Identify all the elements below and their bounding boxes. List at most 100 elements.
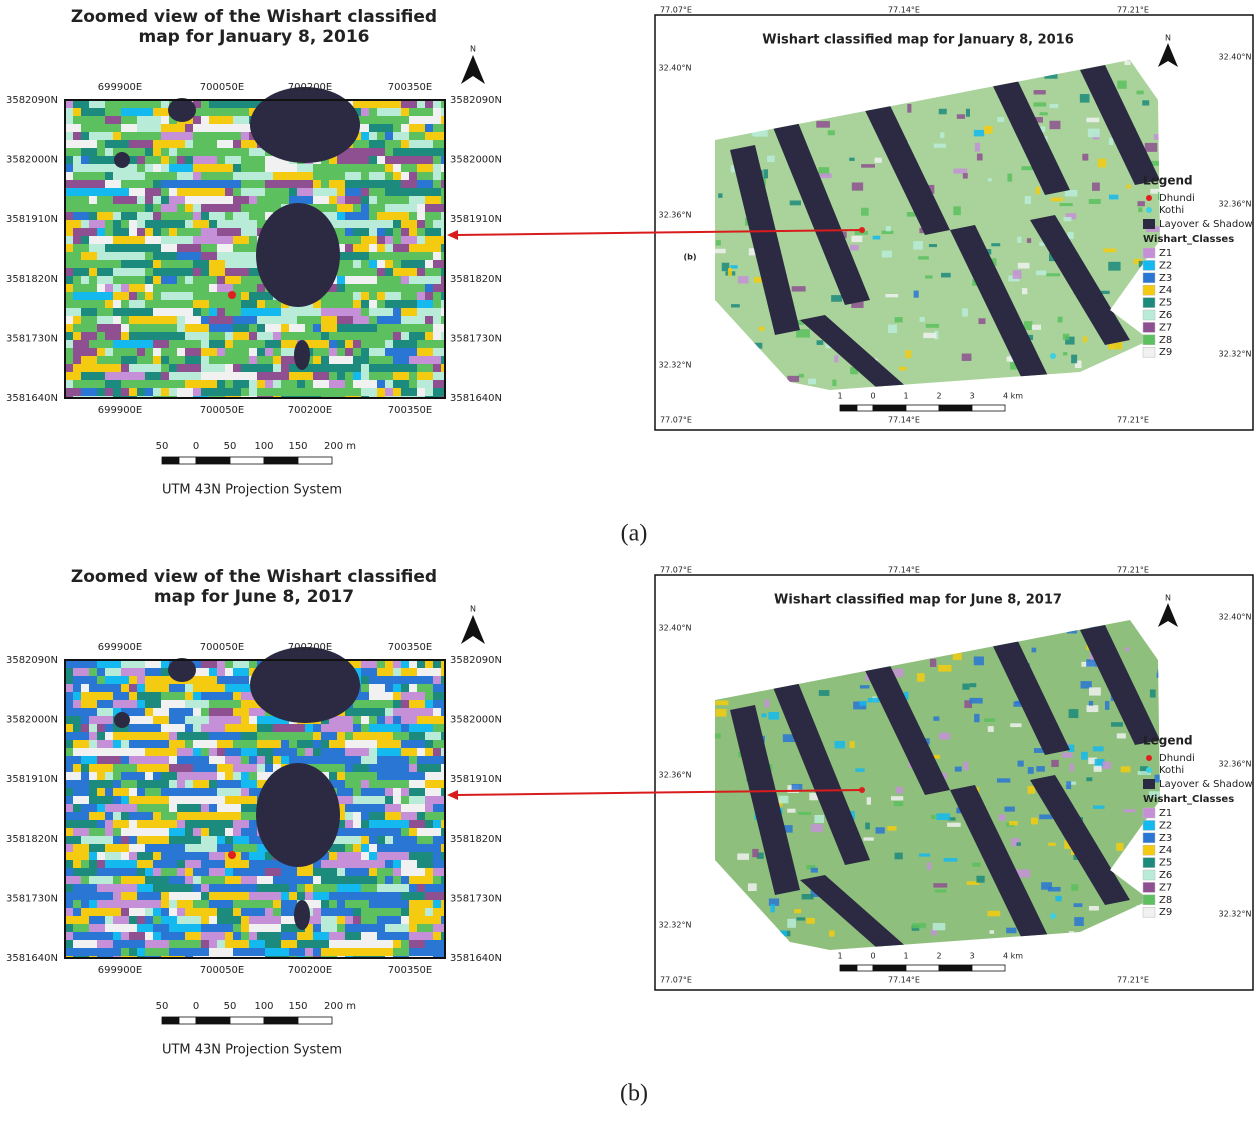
class-pixel [161, 692, 169, 700]
class-pixel [313, 172, 321, 180]
class-pixel [193, 828, 201, 836]
texture-pixel [1148, 791, 1160, 799]
class-pixel [369, 308, 377, 316]
class-pixel [217, 100, 225, 108]
class-pixel [281, 172, 289, 180]
class-pixel [345, 708, 353, 716]
class-pixel [177, 812, 185, 820]
class-pixel [145, 284, 153, 292]
class-pixel [65, 780, 73, 788]
class-pixel [73, 116, 81, 124]
class-pixel [145, 948, 153, 956]
class-pixel [81, 244, 89, 252]
class-pixel [193, 676, 201, 684]
class-pixel [265, 188, 273, 196]
class-pixel [289, 356, 297, 364]
class-pixel [97, 740, 105, 748]
class-pixel [201, 876, 209, 884]
class-pixel [97, 916, 105, 924]
class-pixel [121, 668, 129, 676]
class-pixel [361, 124, 369, 132]
class-pixel [265, 940, 273, 948]
legend-subtitle: Wishart_Classes [1143, 794, 1234, 805]
class-pixel [97, 660, 105, 668]
class-pixel [425, 188, 433, 196]
class-pixel [377, 292, 385, 300]
texture-pixel [1137, 771, 1151, 775]
class-pixel [369, 340, 377, 348]
class-pixel [313, 388, 321, 396]
class-pixel [201, 844, 209, 852]
scale-segment [263, 1016, 299, 1025]
class-pixel [113, 148, 121, 156]
class-pixel [137, 764, 145, 772]
texture-pixel [874, 157, 882, 163]
class-pixel [409, 692, 417, 700]
class-pixel [169, 372, 177, 380]
class-pixel [305, 332, 313, 340]
scale-label: 50 [224, 441, 237, 452]
class-pixel [385, 196, 393, 204]
class-pixel [417, 900, 425, 908]
class-pixel [201, 740, 209, 748]
class-pixel [417, 108, 425, 116]
class-pixel [121, 884, 129, 892]
class-pixel [385, 908, 393, 916]
class-pixel [129, 324, 137, 332]
class-pixel [353, 828, 361, 836]
class-pixel [137, 236, 145, 244]
class-pixel [169, 348, 177, 356]
class-pixel [361, 292, 369, 300]
class-pixel [209, 772, 217, 780]
class-pixel [153, 684, 161, 692]
texture-pixel [956, 114, 966, 119]
class-pixel [73, 684, 81, 692]
class-pixel [65, 716, 73, 724]
texture-pixel [806, 917, 815, 924]
class-pixel [209, 228, 217, 236]
class-pixel [393, 932, 401, 940]
class-pixel [209, 684, 217, 692]
class-pixel [425, 868, 433, 876]
class-pixel [385, 700, 393, 708]
class-pixel [65, 284, 73, 292]
texture-pixel [978, 318, 986, 325]
class-pixel [129, 892, 137, 900]
legend-point [1146, 207, 1152, 213]
class-pixel [217, 668, 225, 676]
class-pixel [89, 140, 97, 148]
class-pixel [185, 164, 193, 172]
class-pixel [81, 372, 89, 380]
class-pixel [377, 876, 385, 884]
class-pixel [105, 724, 113, 732]
class-pixel [289, 892, 297, 900]
class-pixel [209, 868, 217, 876]
class-pixel [257, 860, 265, 868]
class-pixel [305, 924, 313, 932]
class-pixel [201, 116, 209, 124]
class-pixel [441, 300, 445, 308]
panel: Zoomed view of the Wishart classifiedmap… [6, 566, 1254, 1107]
class-pixel [353, 196, 361, 204]
class-pixel [409, 820, 417, 828]
class-pixel [185, 756, 193, 764]
class-pixel [121, 676, 129, 684]
class-pixel [177, 852, 185, 860]
texture-pixel [1108, 261, 1121, 271]
class-pixel [417, 668, 425, 676]
class-pixel [201, 772, 209, 780]
class-pixel [361, 252, 369, 260]
easting-label: 700050E [200, 642, 245, 653]
class-pixel [65, 812, 73, 820]
class-pixel [417, 364, 425, 372]
class-pixel [217, 196, 225, 204]
class-pixel [137, 724, 145, 732]
class-pixel [81, 236, 89, 244]
class-pixel [385, 884, 393, 892]
lon-label: 77.14°E [888, 416, 920, 425]
class-pixel [233, 140, 241, 148]
class-pixel [265, 164, 273, 172]
texture-pixel [894, 317, 903, 323]
class-pixel [129, 316, 137, 324]
class-pixel [73, 316, 81, 324]
